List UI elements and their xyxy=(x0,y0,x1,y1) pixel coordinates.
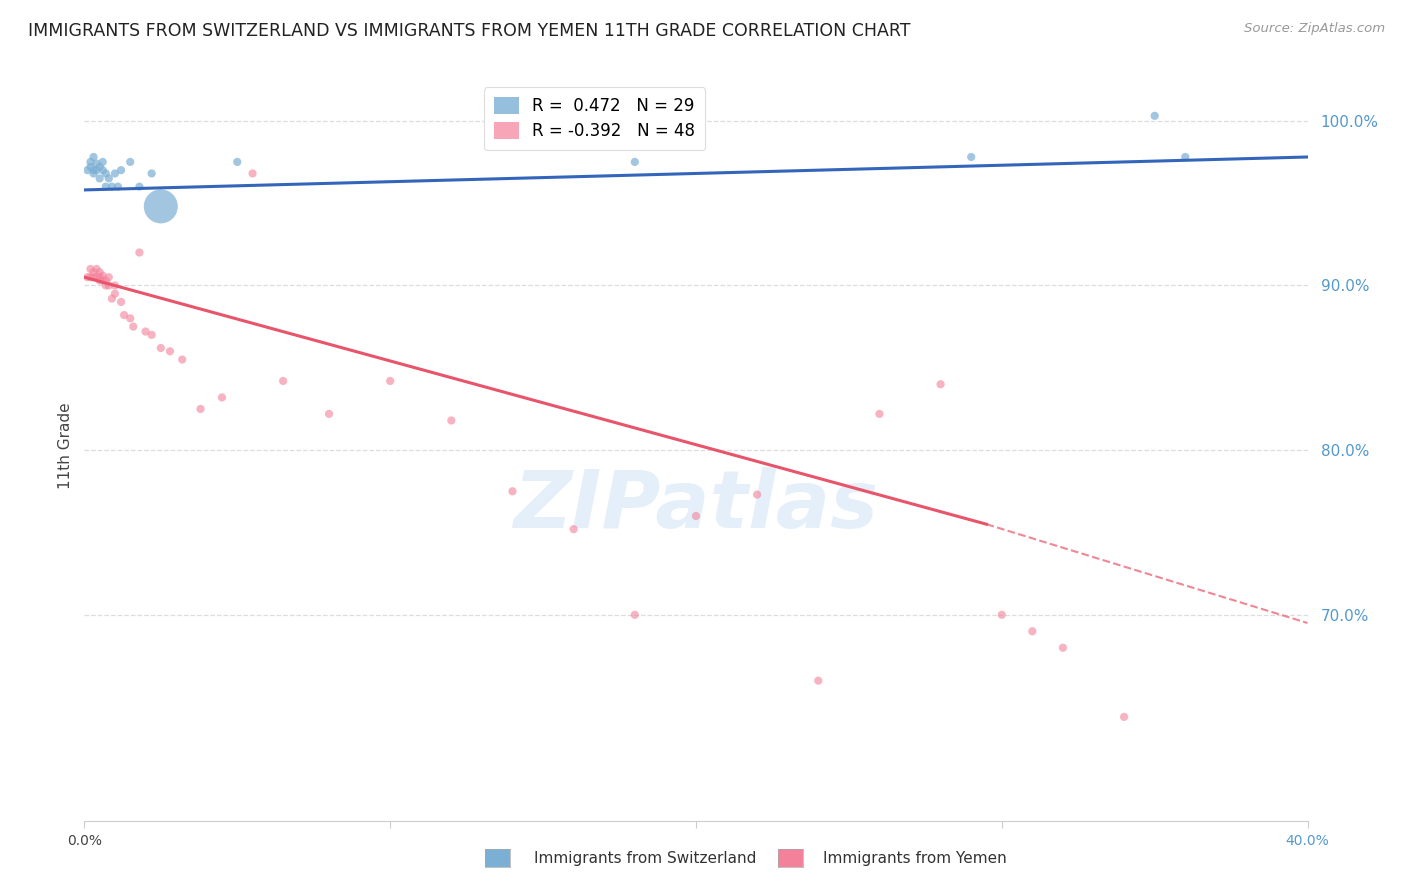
Point xyxy=(94,179,117,194)
Point xyxy=(83,166,105,180)
Point xyxy=(89,265,111,279)
Point xyxy=(94,278,117,293)
Text: Source: ZipAtlas.com: Source: ZipAtlas.com xyxy=(1244,22,1385,36)
Point xyxy=(110,294,132,309)
Point xyxy=(149,199,172,213)
Point xyxy=(135,325,157,339)
Point xyxy=(159,344,181,359)
Point xyxy=(562,522,585,536)
Point xyxy=(112,308,135,322)
Point xyxy=(101,179,124,194)
Point xyxy=(104,166,127,180)
Point xyxy=(110,163,132,178)
Point xyxy=(83,270,105,285)
Point xyxy=(271,374,294,388)
Point xyxy=(91,273,114,287)
Point xyxy=(141,327,163,342)
Point xyxy=(86,270,108,285)
Point xyxy=(89,270,111,285)
Point xyxy=(141,166,163,180)
Text: Immigrants from Yemen: Immigrants from Yemen xyxy=(823,851,1007,865)
Point xyxy=(502,484,524,499)
Point xyxy=(685,508,707,523)
Point xyxy=(91,155,114,169)
Point xyxy=(318,407,340,421)
Point xyxy=(97,171,120,186)
Point xyxy=(94,273,117,287)
Point xyxy=(128,179,150,194)
Point xyxy=(242,166,264,180)
Y-axis label: 11th Grade: 11th Grade xyxy=(58,402,73,490)
Point xyxy=(172,352,194,367)
Point xyxy=(226,155,249,169)
Text: Immigrants from Switzerland: Immigrants from Switzerland xyxy=(534,851,756,865)
Point xyxy=(91,163,114,178)
Point xyxy=(1114,710,1136,724)
Point xyxy=(960,150,983,164)
Point xyxy=(97,270,120,285)
Point xyxy=(97,278,120,293)
Text: 40.0%: 40.0% xyxy=(1285,834,1330,847)
Point xyxy=(1143,109,1166,123)
Point xyxy=(83,265,105,279)
Point xyxy=(104,286,127,301)
Point xyxy=(747,487,769,501)
Point xyxy=(190,401,212,416)
Point xyxy=(991,607,1014,622)
Point xyxy=(86,163,108,178)
Point xyxy=(1052,640,1074,655)
Point xyxy=(89,160,111,174)
Point xyxy=(91,268,114,283)
Point xyxy=(128,245,150,260)
Point xyxy=(101,292,124,306)
Text: 0.0%: 0.0% xyxy=(67,834,101,847)
Point xyxy=(122,319,145,334)
Point xyxy=(807,673,830,688)
Point xyxy=(86,262,108,277)
Point xyxy=(79,270,101,285)
Legend: R =  0.472   N = 29, R = -0.392   N = 48: R = 0.472 N = 29, R = -0.392 N = 48 xyxy=(484,87,706,150)
Point xyxy=(83,163,105,178)
Point xyxy=(120,155,142,169)
Point xyxy=(869,407,891,421)
Point xyxy=(79,160,101,174)
Point xyxy=(669,109,692,123)
Point xyxy=(76,270,98,285)
Point xyxy=(440,413,463,427)
Point xyxy=(929,377,952,392)
Point xyxy=(83,150,105,164)
Point xyxy=(149,341,172,355)
Point xyxy=(79,262,101,277)
Point xyxy=(104,278,127,293)
Point xyxy=(380,374,402,388)
Point xyxy=(94,166,117,180)
Point xyxy=(1174,150,1197,164)
Point xyxy=(79,155,101,169)
Point xyxy=(120,311,142,326)
Point xyxy=(624,607,647,622)
Point xyxy=(76,163,98,178)
Point xyxy=(86,156,108,170)
Point xyxy=(89,273,111,287)
Point xyxy=(89,171,111,186)
Point xyxy=(211,391,233,405)
Point xyxy=(624,155,647,169)
Point xyxy=(1021,624,1043,639)
Text: ZIPatlas: ZIPatlas xyxy=(513,467,879,545)
Text: IMMIGRANTS FROM SWITZERLAND VS IMMIGRANTS FROM YEMEN 11TH GRADE CORRELATION CHAR: IMMIGRANTS FROM SWITZERLAND VS IMMIGRANT… xyxy=(28,22,911,40)
Point xyxy=(107,179,129,194)
